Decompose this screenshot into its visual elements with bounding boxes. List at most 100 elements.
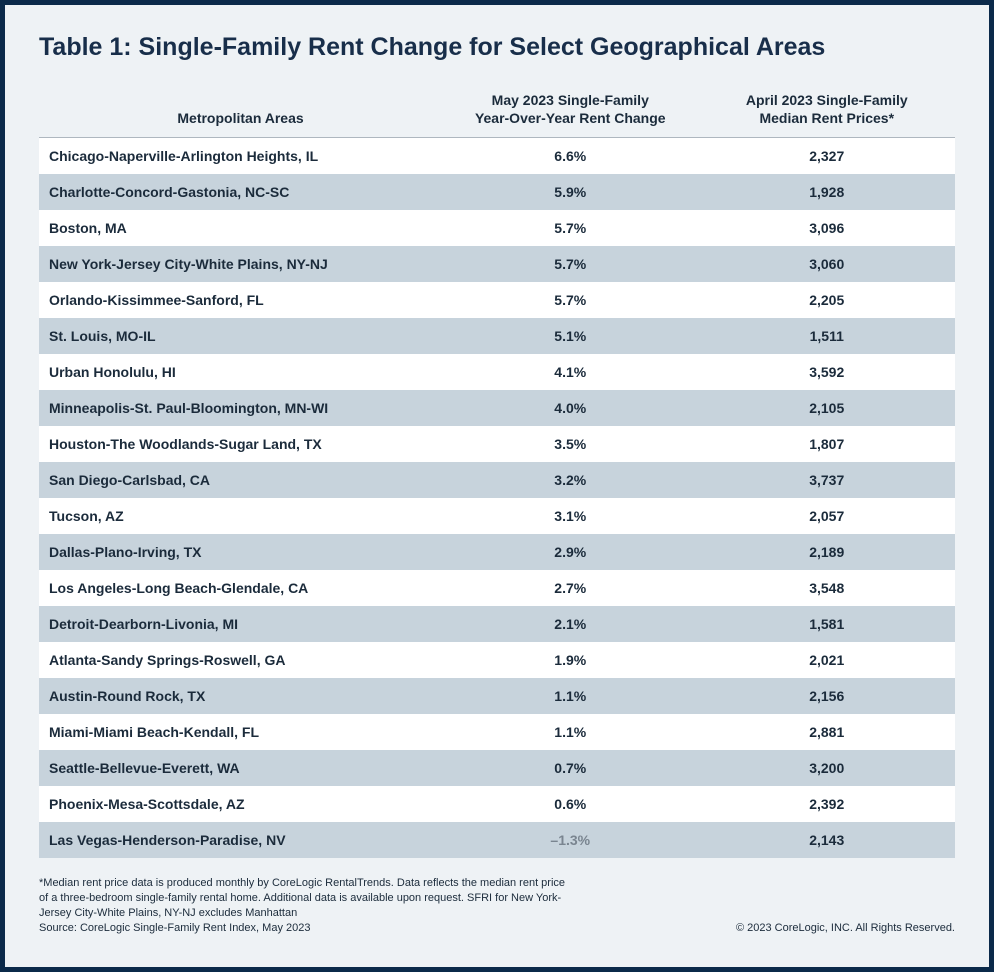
table-row: Tucson, AZ3.1%2,057 <box>39 498 955 534</box>
cell-price: 2,881 <box>699 714 956 750</box>
cell-area: Orlando-Kissimmee-Sanford, FL <box>39 282 442 318</box>
cell-area: Austin-Round Rock, TX <box>39 678 442 714</box>
table-row: St. Louis, MO-IL5.1%1,511 <box>39 318 955 354</box>
cell-yoy: 5.9% <box>442 174 698 210</box>
cell-yoy: 4.0% <box>442 390 698 426</box>
table-row: Charlotte-Concord-Gastonia, NC-SC5.9%1,9… <box>39 174 955 210</box>
cell-price: 3,200 <box>699 750 956 786</box>
cell-area: St. Louis, MO-IL <box>39 318 442 354</box>
table-row: Detroit-Dearborn-Livonia, MI2.1%1,581 <box>39 606 955 642</box>
cell-area: Miami-Miami Beach-Kendall, FL <box>39 714 442 750</box>
cell-price: 3,737 <box>699 462 956 498</box>
cell-yoy: 2.1% <box>442 606 698 642</box>
cell-price: 3,060 <box>699 246 956 282</box>
cell-price: 2,057 <box>699 498 956 534</box>
table-row: Orlando-Kissimmee-Sanford, FL5.7%2,205 <box>39 282 955 318</box>
footnote-block: *Median rent price data is produced mont… <box>39 876 565 935</box>
table-header-row: Metropolitan Areas May 2023 Single-Famil… <box>39 84 955 138</box>
table-title: Table 1: Single-Family Rent Change for S… <box>39 33 955 62</box>
rent-change-table: Metropolitan Areas May 2023 Single-Famil… <box>39 84 955 858</box>
col-header-area-label: Metropolitan Areas <box>177 110 303 126</box>
cell-area: Tucson, AZ <box>39 498 442 534</box>
table-row: Minneapolis-St. Paul-Bloomington, MN-WI4… <box>39 390 955 426</box>
cell-yoy: 0.6% <box>442 786 698 822</box>
table-row: Houston-The Woodlands-Sugar Land, TX3.5%… <box>39 426 955 462</box>
cell-yoy: –1.3% <box>442 822 698 858</box>
cell-price: 2,392 <box>699 786 956 822</box>
cell-price: 3,592 <box>699 354 956 390</box>
cell-price: 1,511 <box>699 318 956 354</box>
table-row: Atlanta-Sandy Springs-Roswell, GA1.9%2,0… <box>39 642 955 678</box>
col-header-price-line1: April 2023 Single-Family <box>746 92 908 108</box>
table-card: Table 1: Single-Family Rent Change for S… <box>0 0 994 972</box>
cell-price: 2,105 <box>699 390 956 426</box>
col-header-yoy: May 2023 Single-Family Year-Over-Year Re… <box>442 84 698 138</box>
table-row: Urban Honolulu, HI4.1%3,592 <box>39 354 955 390</box>
cell-price: 2,205 <box>699 282 956 318</box>
cell-area: New York-Jersey City-White Plains, NY-NJ <box>39 246 442 282</box>
cell-yoy: 3.5% <box>442 426 698 462</box>
table-row: Phoenix-Mesa-Scottsdale, AZ0.6%2,392 <box>39 786 955 822</box>
cell-yoy: 6.6% <box>442 138 698 175</box>
cell-price: 3,548 <box>699 570 956 606</box>
footnote-line4: Source: CoreLogic Single-Family Rent Ind… <box>39 921 565 936</box>
table-row: New York-Jersey City-White Plains, NY-NJ… <box>39 246 955 282</box>
cell-area: Chicago-Naperville-Arlington Heights, IL <box>39 138 442 175</box>
cell-area: Los Angeles-Long Beach-Glendale, CA <box>39 570 442 606</box>
cell-price: 2,021 <box>699 642 956 678</box>
table-row: Miami-Miami Beach-Kendall, FL1.1%2,881 <box>39 714 955 750</box>
cell-price: 1,581 <box>699 606 956 642</box>
cell-price: 2,143 <box>699 822 956 858</box>
table-body: Chicago-Naperville-Arlington Heights, IL… <box>39 138 955 859</box>
cell-area: Phoenix-Mesa-Scottsdale, AZ <box>39 786 442 822</box>
copyright-text: © 2023 CoreLogic, INC. All Rights Reserv… <box>736 921 955 936</box>
table-row: Austin-Round Rock, TX1.1%2,156 <box>39 678 955 714</box>
table-footer: *Median rent price data is produced mont… <box>39 876 955 935</box>
table-row: Boston, MA5.7%3,096 <box>39 210 955 246</box>
cell-area: Minneapolis-St. Paul-Bloomington, MN-WI <box>39 390 442 426</box>
cell-yoy: 1.1% <box>442 678 698 714</box>
cell-area: Atlanta-Sandy Springs-Roswell, GA <box>39 642 442 678</box>
cell-yoy: 1.9% <box>442 642 698 678</box>
cell-yoy: 5.7% <box>442 246 698 282</box>
col-header-yoy-line1: May 2023 Single-Family <box>492 92 649 108</box>
cell-area: Urban Honolulu, HI <box>39 354 442 390</box>
table-row: Las Vegas-Henderson-Paradise, NV–1.3%2,1… <box>39 822 955 858</box>
cell-price: 1,928 <box>699 174 956 210</box>
cell-yoy: 5.1% <box>442 318 698 354</box>
cell-area: Houston-The Woodlands-Sugar Land, TX <box>39 426 442 462</box>
footnote-line3: Jersey City-White Plains, NY-NJ excludes… <box>39 906 565 921</box>
table-row: Seattle-Bellevue-Everett, WA0.7%3,200 <box>39 750 955 786</box>
cell-yoy: 2.7% <box>442 570 698 606</box>
cell-area: Charlotte-Concord-Gastonia, NC-SC <box>39 174 442 210</box>
cell-price: 2,156 <box>699 678 956 714</box>
col-header-price: April 2023 Single-Family Median Rent Pri… <box>699 84 956 138</box>
cell-area: San Diego-Carlsbad, CA <box>39 462 442 498</box>
footnote-line2: of a three-bedroom single-family rental … <box>39 891 565 906</box>
cell-yoy: 5.7% <box>442 210 698 246</box>
table-row: San Diego-Carlsbad, CA3.2%3,737 <box>39 462 955 498</box>
cell-yoy: 3.2% <box>442 462 698 498</box>
cell-yoy: 5.7% <box>442 282 698 318</box>
cell-yoy: 4.1% <box>442 354 698 390</box>
table-row: Dallas-Plano-Irving, TX2.9%2,189 <box>39 534 955 570</box>
cell-price: 2,327 <box>699 138 956 175</box>
col-header-area: Metropolitan Areas <box>39 84 442 138</box>
col-header-price-line2: Median Rent Prices* <box>759 110 894 126</box>
footnote-line1: *Median rent price data is produced mont… <box>39 876 565 891</box>
table-row: Chicago-Naperville-Arlington Heights, IL… <box>39 138 955 175</box>
cell-price: 2,189 <box>699 534 956 570</box>
cell-area: Boston, MA <box>39 210 442 246</box>
col-header-yoy-line2: Year-Over-Year Rent Change <box>475 110 666 126</box>
cell-area: Detroit-Dearborn-Livonia, MI <box>39 606 442 642</box>
cell-yoy: 1.1% <box>442 714 698 750</box>
cell-area: Seattle-Bellevue-Everett, WA <box>39 750 442 786</box>
cell-price: 3,096 <box>699 210 956 246</box>
cell-price: 1,807 <box>699 426 956 462</box>
cell-area: Las Vegas-Henderson-Paradise, NV <box>39 822 442 858</box>
cell-yoy: 2.9% <box>442 534 698 570</box>
cell-yoy: 3.1% <box>442 498 698 534</box>
cell-yoy: 0.7% <box>442 750 698 786</box>
table-row: Los Angeles-Long Beach-Glendale, CA2.7%3… <box>39 570 955 606</box>
cell-area: Dallas-Plano-Irving, TX <box>39 534 442 570</box>
